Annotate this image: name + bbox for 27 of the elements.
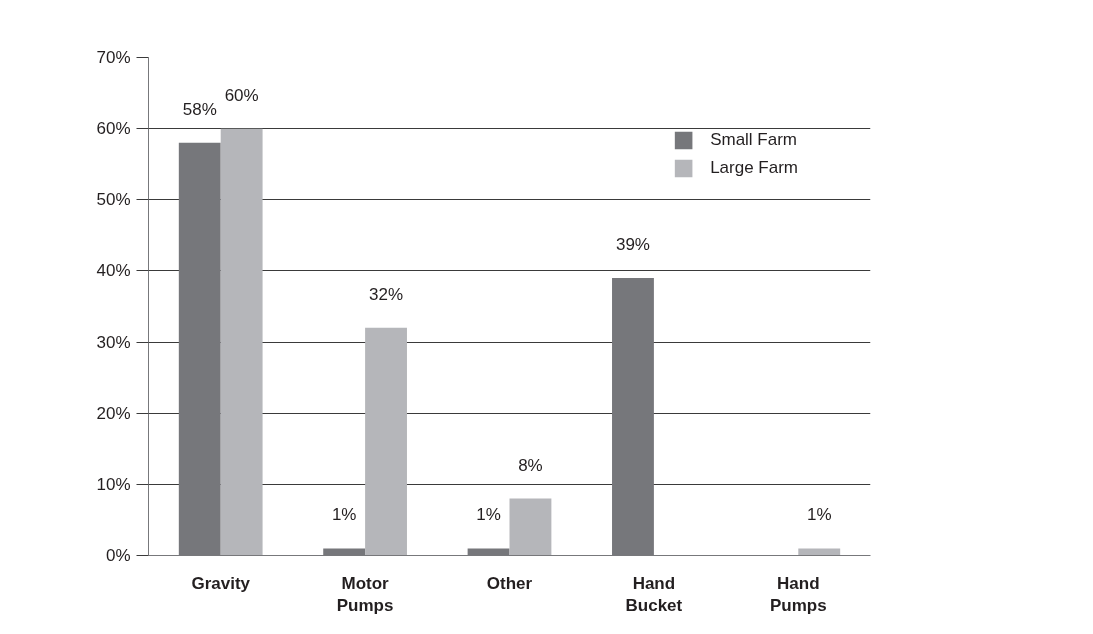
data-label: 32% [369, 284, 404, 304]
x-tick-label: Hand Pumps [769, 573, 827, 616]
bar [798, 548, 841, 556]
data-label: 1% [476, 505, 501, 525]
x-tick-label: Gravity [191, 573, 251, 593]
y-tick-label: 20% [96, 403, 131, 423]
bar [509, 498, 552, 556]
y-tick-label: 10% [96, 474, 131, 494]
x-tick-label: Other [486, 573, 533, 593]
bar [220, 128, 263, 556]
x-tick-label: Motor Pumps [336, 573, 394, 616]
y-tick-label: 30% [96, 332, 131, 352]
data-label: 8% [518, 455, 543, 475]
y-tick-label: 50% [96, 190, 131, 210]
x-tick-label: Hand Bucket [625, 573, 683, 616]
y-tick-label: 40% [96, 261, 131, 281]
bar [365, 327, 407, 556]
data-label: 58% [182, 99, 217, 119]
y-tick-label: 70% [96, 48, 131, 67]
y-tick-label: 60% [96, 119, 131, 139]
data-label: 39% [615, 235, 650, 255]
legend-label: Small Farm [710, 130, 798, 150]
data-label: 1% [331, 505, 357, 525]
data-label: 60% [224, 85, 259, 105]
legend-label: Large Farm [710, 158, 798, 178]
data-label: 1% [806, 505, 832, 525]
y-tick-label: 0% [105, 546, 131, 565]
